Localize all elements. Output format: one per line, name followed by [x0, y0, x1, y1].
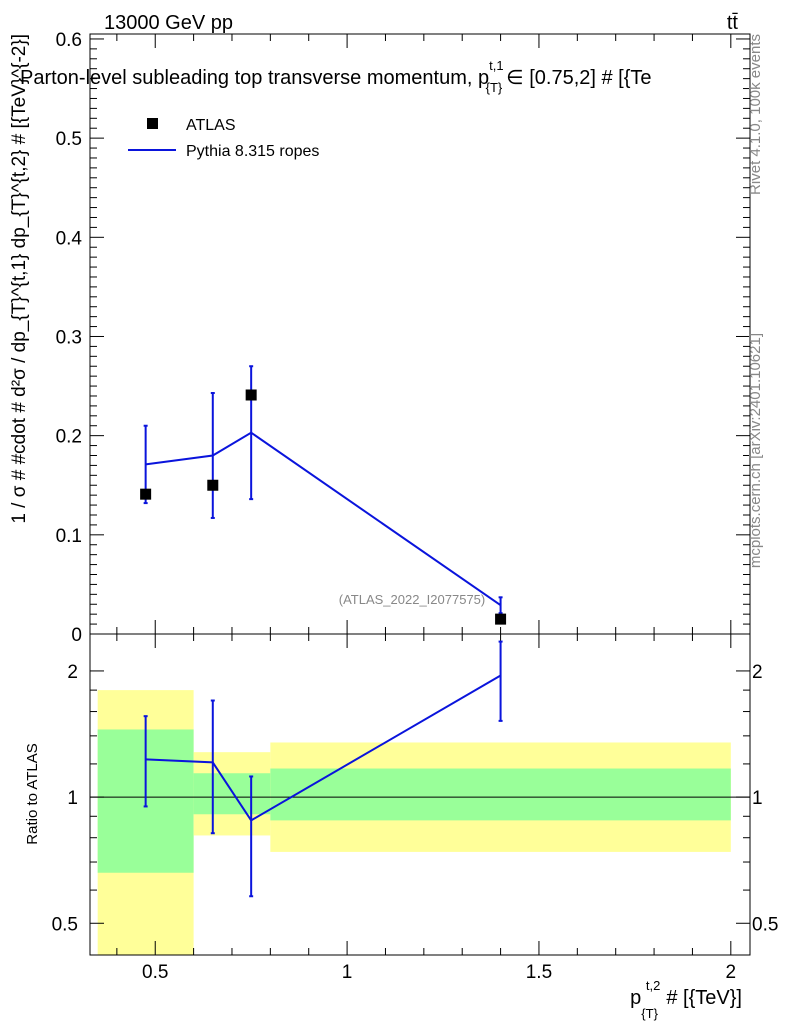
- mc-ratio-series: [143, 640, 503, 898]
- main-y-tick-label: 0.2: [56, 427, 82, 448]
- ratio-y-tick-label-left: 1: [67, 788, 78, 809]
- atlas-data-point-2: [245, 389, 257, 401]
- ratio-y-axis-label: Ratio to ATLAS: [24, 743, 41, 844]
- mc-main-line: [145, 431, 502, 607]
- x-tick-label: 2: [726, 962, 737, 983]
- main-y-tick-label: 0.4: [56, 228, 83, 249]
- analysis-watermark: (ATLAS_2022_I2077575): [339, 592, 485, 607]
- legend-atlas-label: ATLAS: [186, 117, 236, 134]
- ratio-bands: [97, 690, 731, 955]
- plot-title: Parton-level subleading top transverse m…: [20, 58, 652, 95]
- atlas-data-point-3: [495, 613, 507, 625]
- process-label: tt̄: [727, 12, 739, 34]
- rivet-label: Rivet 4.1.0, 100k events: [747, 34, 764, 195]
- tick-labels: 0 0.1 0.2 0.3 0.4 0.5 0.6 0.5 0.5 1 1 2 2 0.5 1 1.5 2: [52, 30, 779, 983]
- ratio-frame: [89, 633, 751, 956]
- ratio-band-inner-1: [193, 773, 271, 815]
- main-y-tick-label: 0.6: [56, 30, 82, 51]
- axis-ticks: [90, 34, 750, 955]
- mc-ratio-line: [145, 674, 502, 822]
- atlas-data-point-1: [207, 479, 219, 491]
- ratio-y-tick-label-right: 2: [752, 662, 763, 683]
- main-y-tick-label: 0.1: [56, 526, 82, 547]
- ratio-y-tick-label-right: 0.5: [752, 914, 778, 935]
- energy-label: 13000 GeV pp: [104, 12, 233, 34]
- ratio-y-tick-label-right: 1: [752, 788, 763, 809]
- legend-pythia-label: Pythia 8.315 ropes: [186, 143, 319, 160]
- main-y-tick-label: 0: [71, 625, 82, 646]
- main-y-axis-label: 1 / σ # #cdot # d²σ / dp_{T}^{t,1} dp_{T…: [9, 34, 30, 524]
- x-tick-label: 1: [342, 962, 353, 983]
- x-tick-label: 0.5: [142, 962, 168, 983]
- ratio-band-inner-2: [270, 768, 731, 821]
- mc-main-series: [143, 365, 503, 615]
- legend-atlas-marker: [147, 118, 158, 129]
- mcplots-label: mcplots.cern.ch [arXiv:2401.10621]: [747, 333, 764, 568]
- x-axis-label: p{T}t,2# [{TeV}]: [630, 978, 742, 1021]
- x-tick-label: 1.5: [526, 962, 552, 983]
- atlas-data-series: [140, 389, 507, 625]
- ratio-y-tick-label-left: 0.5: [52, 914, 78, 935]
- main-y-tick-label: 0.3: [56, 327, 82, 348]
- main-y-tick-label: 0.5: [56, 129, 82, 150]
- atlas-data-point-0: [140, 488, 152, 500]
- ratio-y-tick-label-left: 2: [67, 662, 78, 683]
